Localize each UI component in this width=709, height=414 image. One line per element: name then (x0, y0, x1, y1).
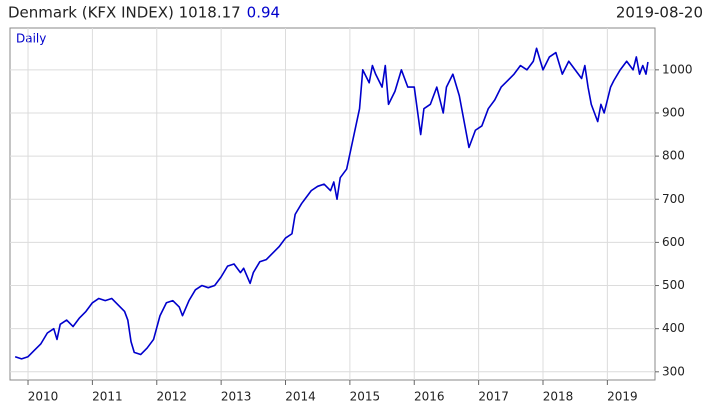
y-tick-label: 600 (662, 235, 685, 249)
date: 2019-08-20 (616, 4, 703, 22)
x-tick-label: 2015 (350, 390, 381, 404)
change: 0.94 (247, 4, 280, 22)
y-tick-label: 300 (662, 364, 685, 378)
x-tick-label: 2012 (156, 390, 187, 404)
x-tick-label: 2018 (543, 390, 574, 404)
x-tick-label: 2010 (28, 390, 59, 404)
plot-frame (9, 27, 656, 381)
chart-title: Denmark (KFX INDEX) 1018.17 (8, 4, 241, 22)
y-tick-label: 700 (662, 192, 685, 206)
x-tick-label: 2014 (285, 390, 316, 404)
x-tick-label: 2016 (414, 390, 445, 404)
y-tick-label: 800 (662, 149, 685, 163)
x-tick-label: 2019 (607, 390, 638, 404)
price-line (14, 47, 649, 360)
x-tick-label: 2017 (478, 390, 509, 404)
y-tick-label: 900 (662, 105, 685, 119)
y-tick-label: 500 (662, 278, 685, 292)
y-tick-label: 1000 (662, 62, 693, 76)
y-tick-label: 400 (662, 321, 685, 335)
frequency: Daily (16, 32, 46, 46)
x-tick-label: 2013 (221, 390, 252, 404)
x-tick-label: 2011 (92, 390, 123, 404)
